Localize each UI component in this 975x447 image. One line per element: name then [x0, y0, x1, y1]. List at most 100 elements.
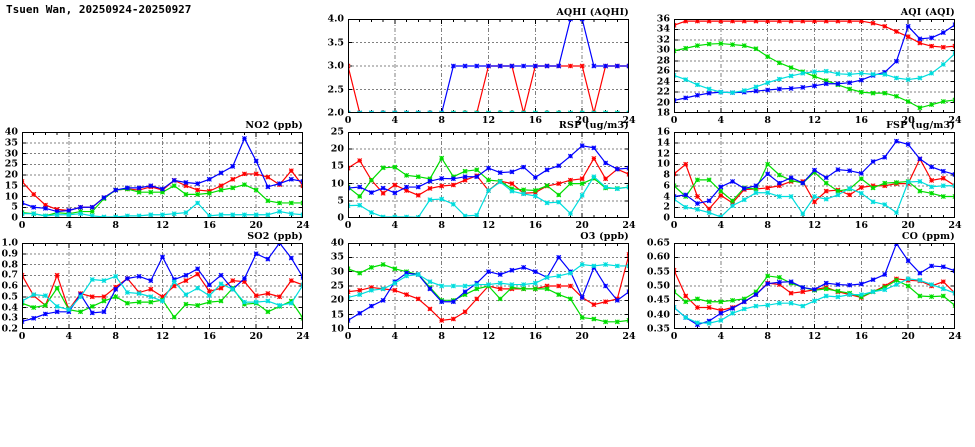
x-tick-label: 16: [528, 115, 542, 126]
y-tick-label: 10: [4, 191, 18, 202]
y-tick-label: 0.5: [1, 291, 18, 303]
chart-title-no2: NO2 (ppb): [245, 120, 303, 131]
x-tick-label: 20: [901, 115, 915, 126]
x-tick-label: 12: [807, 220, 822, 231]
x-tick-label: 0: [344, 115, 352, 126]
y-tick-label: 25: [330, 126, 344, 138]
plot-area-o3: [348, 243, 629, 329]
y-tick-label: 2.5: [327, 84, 344, 95]
x-tick-label: 8: [112, 220, 119, 231]
y-tick-label: 22: [656, 86, 670, 98]
x-tick-label: 4: [717, 331, 725, 342]
x-tick-label: 8: [112, 331, 119, 342]
x-tick-label: 16: [528, 331, 542, 342]
y-tick-label: 14: [656, 137, 670, 149]
y-tick-label: 0: [663, 212, 670, 224]
y-tick-label: 26: [656, 65, 670, 77]
y-tick-label: 35: [330, 251, 344, 263]
x-tick-label: 8: [764, 115, 771, 126]
x-tick-label: 4: [391, 115, 399, 126]
chart-panel-o3: O3 (ppb) 10 15 20 25 30 35 40 0 4 8 12 16 20 24: [331, 231, 636, 342]
y-tick-label: 4.0: [327, 13, 344, 25]
y-tick-label: 30: [4, 148, 18, 159]
y-tick-label: 0.3: [1, 312, 18, 324]
chart-panel-fsp: FSP (ug/m3) 0 2 4 6 8 10 12 14 16 0 4 8 12 16 20 24: [657, 120, 962, 231]
x-tick-label: 8: [764, 331, 771, 342]
plot-area-fsp: [674, 132, 955, 218]
x-tick-label: 20: [249, 220, 263, 231]
y-tick-label: 10: [330, 323, 344, 335]
x-tick-label: 24: [296, 331, 310, 342]
chart-title-aqhi: AQHI (AQHI): [556, 7, 629, 18]
y-tick-label: 8: [663, 169, 670, 181]
y-tick-label: 2: [663, 201, 670, 213]
x-tick-label: 0: [18, 331, 26, 342]
chart-title-rsp: RSP (ug/m3): [558, 120, 629, 131]
y-tick-label: 0.50: [646, 280, 670, 292]
x-tick-label: 4: [65, 331, 73, 342]
y-tick-label: 15: [330, 160, 344, 172]
x-tick-label: 24: [948, 331, 962, 342]
x-tick-label: 16: [854, 220, 868, 231]
y-tick-label: 0.2: [1, 323, 18, 335]
y-tick-label: 0: [337, 212, 344, 224]
y-tick-label: 36: [656, 13, 670, 25]
y-tick-label: 2.0: [327, 107, 344, 119]
chart-panel-so2: SO2 (ppb) 0.2 0.3 0.4 0.5 0.6 0.7 0.8 0.9 1.0 0 4 8 1…: [1, 231, 309, 342]
y-tick-label: 6: [663, 180, 670, 192]
y-tick-label: 3.5: [327, 37, 344, 48]
x-tick-label: 24: [296, 220, 310, 231]
x-tick-label: 20: [249, 331, 263, 342]
y-tick-label: 3.0: [327, 60, 344, 72]
chart-title-o3: O3 (ppb): [580, 231, 629, 242]
x-tick-label: 12: [481, 331, 496, 342]
chart-panel-aqi: AQI (AQI) 18 20 22 24 26 28 30 32 34 36 0 4 8 12 16 20 24: [657, 7, 962, 126]
page-title: Tsuen Wan, 20250924-20250927: [6, 3, 192, 16]
y-tick-label: 20: [330, 294, 344, 306]
x-tick-label: 16: [854, 115, 868, 126]
plot-area-rsp: [348, 132, 629, 218]
chart-panel-co: CO (ppm) 0.35 0.40 0.45 0.50 0.55 0.60 0.65 0 4 8 1…: [647, 231, 962, 342]
x-tick-label: 20: [901, 220, 915, 231]
x-tick-label: 0: [670, 115, 678, 126]
y-tick-label: 40: [4, 126, 18, 138]
x-tick-label: 12: [155, 331, 170, 342]
chart-title-co: CO (ppm): [901, 231, 955, 242]
x-tick-label: 4: [391, 331, 399, 342]
x-tick-label: 4: [717, 220, 725, 231]
y-tick-label: 10: [656, 158, 670, 170]
plot-area-so2: [22, 243, 303, 329]
x-tick-label: 0: [670, 331, 678, 342]
x-tick-label: 8: [438, 331, 445, 342]
x-tick-label: 20: [575, 331, 589, 342]
y-tick-label: 12: [656, 148, 670, 159]
y-tick-label: 0.65: [646, 237, 670, 249]
x-tick-label: 24: [622, 220, 636, 231]
y-tick-label: 0.45: [646, 294, 670, 306]
x-tick-label: 8: [764, 220, 771, 231]
x-tick-label: 4: [391, 220, 399, 231]
x-tick-label: 0: [344, 331, 352, 342]
x-tick-label: 12: [481, 115, 496, 126]
plot-area-no2: [22, 132, 303, 218]
chart-title-aqi: AQI (AQI): [900, 7, 955, 18]
chart-title-fsp: FSP (ug/m3): [886, 120, 955, 131]
plot-area-co: [674, 243, 955, 329]
x-tick-label: 20: [575, 115, 589, 126]
y-tick-label: 18: [656, 107, 670, 119]
y-tick-label: 0.35: [646, 323, 670, 335]
y-tick-label: 20: [656, 97, 670, 109]
y-tick-label: 30: [656, 44, 670, 56]
y-tick-label: 4: [663, 191, 670, 202]
y-tick-label: 0.60: [646, 251, 670, 263]
x-tick-label: 0: [344, 220, 352, 231]
x-tick-label: 16: [202, 220, 216, 231]
chart-title-so2: SO2 (ppb): [247, 231, 303, 242]
x-tick-label: 16: [854, 331, 868, 342]
x-tick-label: 0: [18, 220, 26, 231]
x-tick-label: 24: [948, 115, 962, 126]
x-tick-label: 12: [481, 220, 496, 231]
y-tick-label: 34: [656, 23, 670, 35]
chart-panel-aqhi: AQHI (AQHI) 2.0 2.5 3.0 3.5 4.0 0 4 8 12 16 20 24: [327, 7, 635, 126]
y-tick-label: 10: [330, 178, 344, 190]
